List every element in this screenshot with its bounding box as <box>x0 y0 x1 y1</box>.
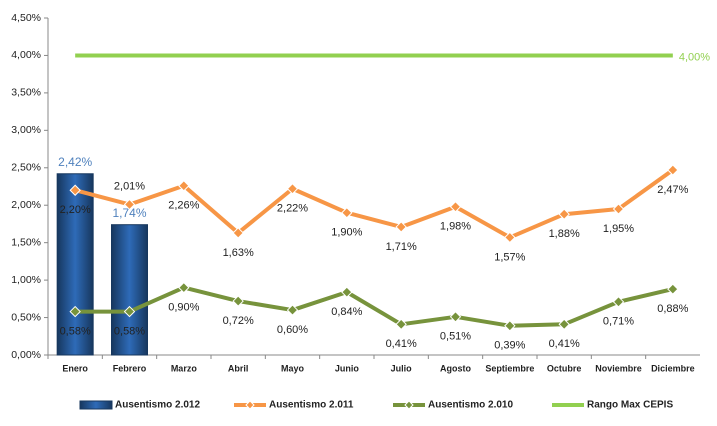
value-label: 0,88% <box>657 303 688 315</box>
legend-label: Rango Max CEPIS <box>587 400 673 411</box>
value-label: 2,22% <box>277 203 308 215</box>
value-label: 1,63% <box>223 247 254 259</box>
marker <box>449 201 462 213</box>
marker <box>558 318 570 331</box>
marker <box>395 318 407 331</box>
marker <box>395 221 407 233</box>
y-tick-label: 1,00% <box>11 274 41 286</box>
x-tick-label: Diciembre <box>651 363 695 373</box>
value-label: 0,90% <box>168 302 199 314</box>
marker <box>612 203 625 215</box>
value-label: 2,47% <box>657 184 688 196</box>
marker <box>123 198 136 211</box>
value-label: 2,26% <box>168 200 199 212</box>
y-tick-label: 4,00% <box>11 49 41 61</box>
bar-value-label: 2,42% <box>58 155 92 169</box>
marker <box>667 283 679 295</box>
x-tick-label: Enero <box>62 363 88 373</box>
value-label: 1,95% <box>603 223 634 235</box>
marker <box>286 304 299 316</box>
value-label: 2,20% <box>60 204 91 216</box>
line <box>74 168 674 240</box>
y-tick-label: 1,50% <box>11 236 41 248</box>
marker <box>69 184 81 196</box>
value-label: 0,51% <box>440 331 471 343</box>
value-label: 1,90% <box>331 227 362 239</box>
marker <box>558 208 570 220</box>
legend-label: Ausentismo 2.012 <box>115 400 200 411</box>
x-tick-label: Septiembre <box>485 363 534 373</box>
legend-swatch <box>79 400 113 410</box>
legend-label: Ausentismo 2.010 <box>428 400 513 411</box>
value-label: 0,41% <box>549 338 580 350</box>
value-label: 0,58% <box>114 325 145 337</box>
value-label: 1,98% <box>440 221 471 233</box>
x-tick-label: Abril <box>228 363 249 373</box>
value-label: 0,84% <box>331 306 362 318</box>
marker <box>341 286 353 298</box>
marker <box>612 296 625 308</box>
marker <box>449 311 462 323</box>
x-tick-label: Julio <box>391 363 413 373</box>
marker <box>232 227 244 239</box>
marker <box>232 295 244 307</box>
marker <box>69 305 81 318</box>
y-tick-label: 3,00% <box>11 124 41 136</box>
x-tick-label: Octubre <box>547 363 582 373</box>
y-tick-label: 4,50% <box>11 12 41 24</box>
marker <box>178 281 190 294</box>
y-tick-label: 2,50% <box>11 162 41 174</box>
y-tick-label: 3,50% <box>11 87 41 99</box>
x-tick-label: Junio <box>335 363 360 373</box>
value-label: 1,71% <box>386 241 417 253</box>
x-tick-label: Noviembre <box>595 363 642 373</box>
bar <box>56 173 94 356</box>
value-label: 2,01% <box>114 180 145 192</box>
y-tick-label: 2,00% <box>11 199 41 211</box>
value-label: 4,00% <box>679 51 710 63</box>
x-tick-label: Mayo <box>281 363 305 373</box>
marker <box>341 207 353 219</box>
marker <box>178 180 190 192</box>
marker <box>504 231 516 244</box>
legend-marker <box>245 400 255 410</box>
bar <box>111 224 148 356</box>
x-tick-label: Marzo <box>171 363 198 373</box>
line <box>75 285 674 328</box>
value-label: 0,41% <box>386 338 417 350</box>
marker <box>667 164 679 176</box>
value-label: 0,58% <box>60 325 91 337</box>
value-label: 1,57% <box>494 251 525 263</box>
x-tick-label: Febrero <box>113 363 147 373</box>
value-label: 0,71% <box>603 316 634 328</box>
value-label: 0,60% <box>277 324 308 336</box>
y-tick-label: 0,00% <box>11 349 41 361</box>
value-label: 0,72% <box>223 315 254 327</box>
marker <box>286 183 299 195</box>
marker <box>504 320 516 332</box>
y-tick-label: 0,50% <box>11 311 41 323</box>
value-label: 1,88% <box>549 228 580 240</box>
marker <box>123 305 136 318</box>
bar-value-label: 1,74% <box>112 206 146 220</box>
value-label: 0,39% <box>494 340 525 352</box>
x-tick-label: Agosto <box>440 363 471 373</box>
legend-marker <box>404 400 414 410</box>
legend-label: Ausentismo 2.011 <box>269 400 354 411</box>
